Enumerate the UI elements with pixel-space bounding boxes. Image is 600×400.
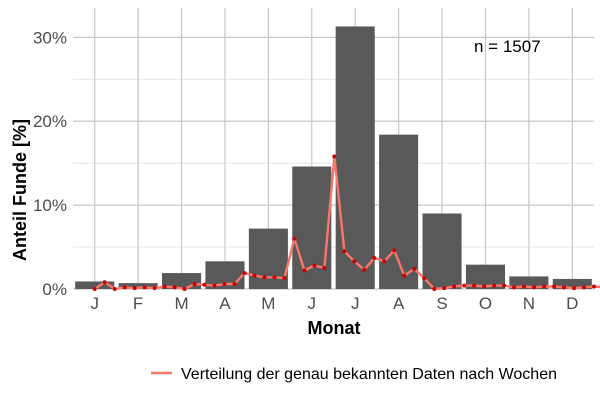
data-point — [432, 287, 437, 291]
x-tick-label: A — [393, 294, 405, 313]
legend: Verteilung der genau bekannten Daten nac… — [151, 366, 557, 383]
data-point — [532, 285, 537, 290]
data-point — [132, 286, 137, 291]
data-point — [152, 286, 157, 291]
data-point — [322, 266, 327, 271]
data-point — [122, 285, 127, 290]
data-point — [112, 287, 117, 291]
sample-size-annotation: n = 1507 — [474, 37, 541, 56]
data-point — [282, 276, 287, 281]
data-point — [202, 282, 207, 287]
bar — [292, 166, 332, 289]
data-point — [192, 281, 197, 286]
data-point — [212, 283, 217, 288]
data-point — [452, 284, 457, 289]
data-point — [242, 271, 247, 276]
data-point — [342, 249, 347, 254]
x-tick-label: N — [523, 294, 535, 313]
data-point — [102, 280, 107, 285]
data-point — [542, 284, 547, 289]
x-tick-label: S — [436, 294, 447, 313]
data-point — [562, 285, 567, 290]
x-tick-label: D — [566, 294, 578, 313]
bar — [248, 228, 288, 289]
data-point — [512, 285, 517, 290]
y-tick-label: 10% — [33, 196, 67, 215]
weekly-line-series — [92, 154, 600, 291]
data-point — [392, 248, 397, 253]
data-point — [522, 284, 527, 289]
y-tick-label: 0% — [42, 280, 67, 299]
data-point — [142, 285, 147, 290]
y-tick-label: 30% — [33, 28, 67, 47]
data-point — [382, 259, 387, 264]
data-point — [472, 283, 477, 288]
data-point — [372, 255, 377, 260]
y-axis-title: Anteil Funde [%] — [10, 119, 30, 261]
data-point — [442, 286, 447, 291]
bar — [422, 213, 462, 289]
data-point — [172, 285, 177, 290]
data-point — [292, 236, 297, 241]
bar — [118, 283, 158, 289]
bar — [75, 281, 115, 289]
data-point — [552, 284, 557, 289]
data-point — [162, 284, 167, 289]
data-point — [182, 287, 187, 291]
x-tick-label: J — [351, 294, 360, 313]
data-point — [222, 281, 227, 286]
x-tick-label: O — [479, 294, 492, 313]
data-point — [592, 284, 596, 289]
legend-label: Verteilung der genau bekannten Daten nac… — [181, 366, 557, 383]
data-point — [302, 268, 307, 273]
x-tick-label: M — [174, 294, 188, 313]
data-point — [582, 285, 587, 290]
y-tick-labels: 0% 10% 20% 30% — [33, 28, 67, 299]
data-point — [462, 283, 467, 288]
data-point — [412, 266, 417, 271]
data-point — [572, 286, 577, 291]
data-point — [492, 283, 497, 288]
data-point — [272, 275, 277, 280]
y-tick-label: 20% — [33, 112, 67, 131]
data-point — [332, 154, 337, 159]
x-tick-label: F — [133, 294, 143, 313]
data-point — [312, 263, 317, 268]
data-point — [262, 275, 267, 280]
data-point — [422, 276, 427, 281]
x-tick-label: J — [308, 294, 317, 313]
data-point — [352, 259, 357, 264]
data-point — [362, 267, 367, 272]
bar — [379, 134, 419, 289]
data-point — [232, 281, 237, 286]
bar — [552, 278, 592, 289]
data-point — [482, 284, 487, 289]
data-point — [502, 283, 507, 288]
data-point — [402, 273, 407, 278]
x-axis-title: Monat — [308, 318, 361, 338]
data-point — [92, 287, 97, 291]
bar — [335, 26, 375, 289]
x-tick-label: J — [90, 294, 99, 313]
data-point — [252, 273, 257, 278]
x-tick-label: M — [261, 294, 275, 313]
x-tick-label: A — [219, 294, 231, 313]
